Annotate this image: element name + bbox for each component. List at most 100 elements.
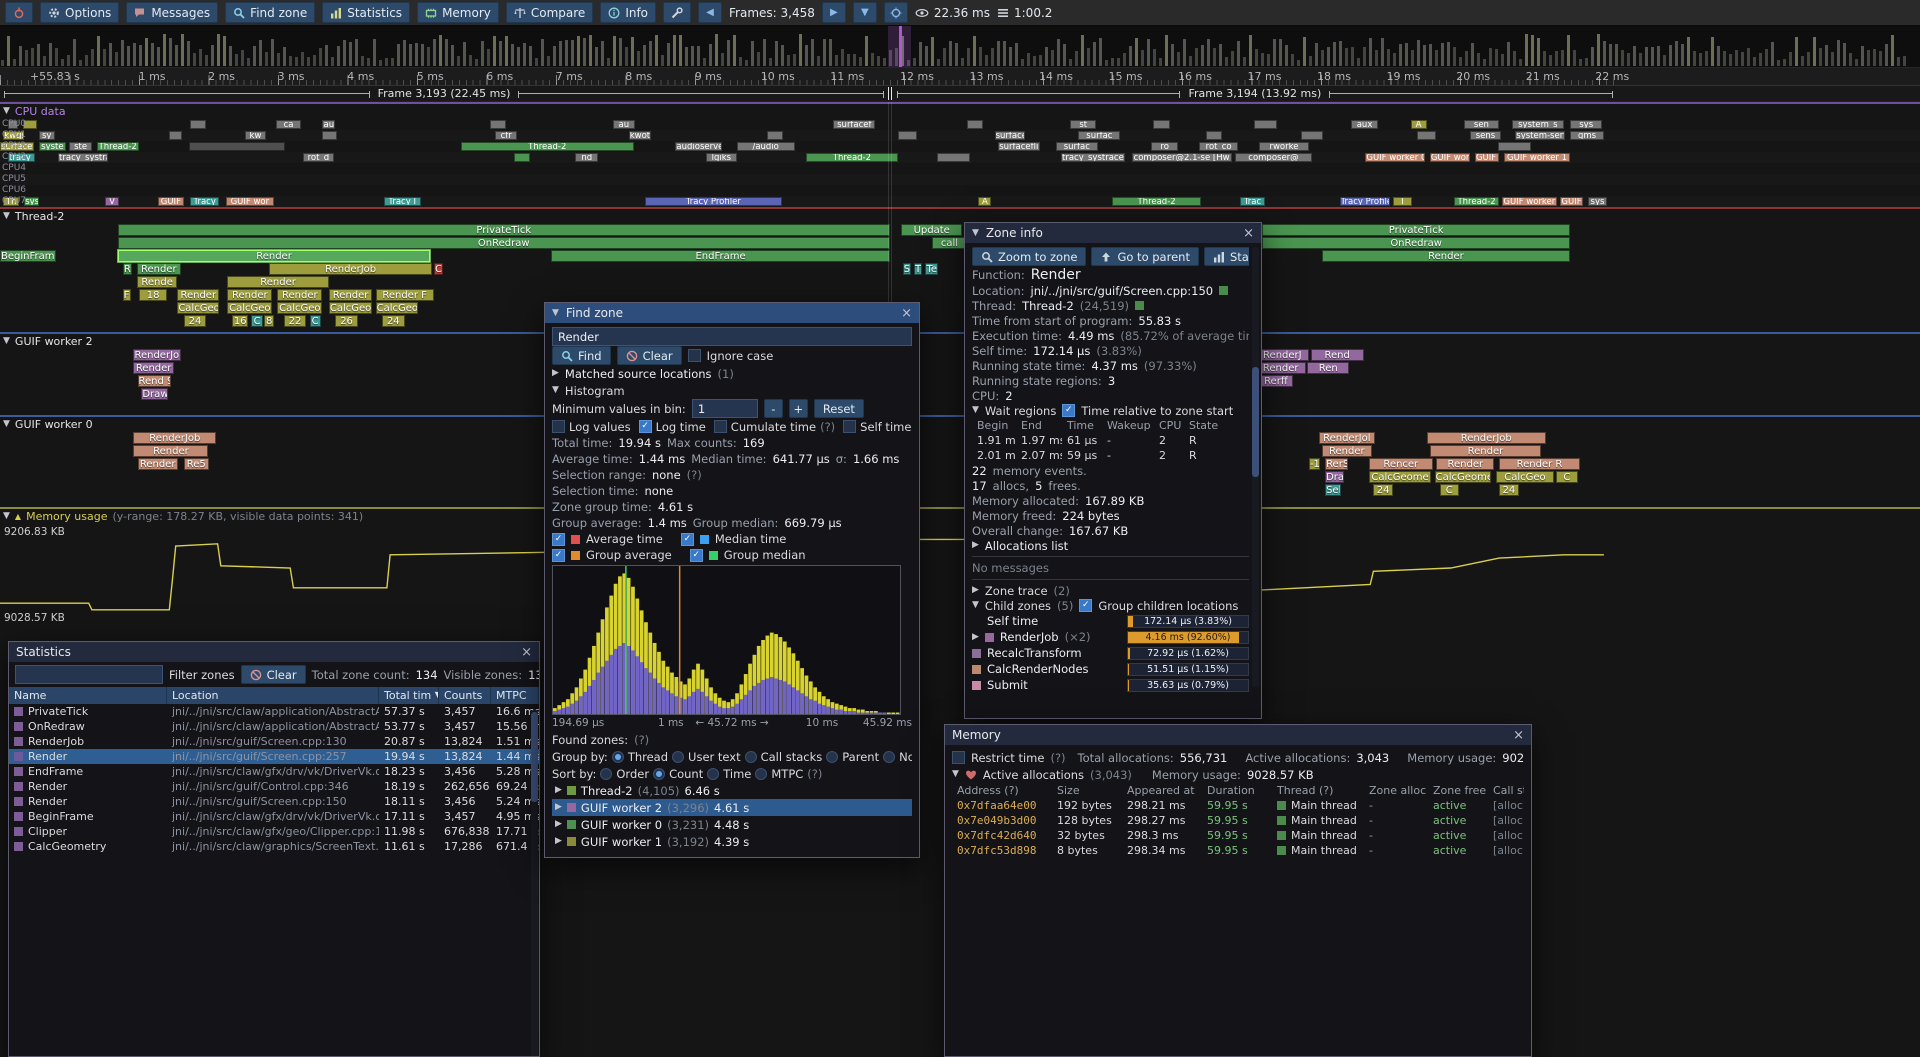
cpu-zone[interactable]: cfr	[494, 131, 518, 140]
cpu-zone[interactable]: tracy_syn	[8, 153, 36, 162]
find-button[interactable]: Find	[552, 346, 611, 365]
alloc-column-header[interactable]: Thread (?)	[1277, 784, 1334, 797]
timeline-zone[interactable]: Re5	[183, 458, 209, 470]
timeline-zone[interactable]: RerS	[1325, 458, 1348, 470]
help-icon[interactable]: (?)	[1050, 750, 1066, 765]
cpu-zone[interactable]	[1300, 131, 1324, 140]
found-zone-group[interactable]: ▶ GUIF worker 1 (3,192) 4.39 s	[552, 833, 912, 850]
timeline-zone[interactable]: C	[309, 315, 321, 327]
timeline-zone[interactable]: 24	[1499, 484, 1519, 496]
compare-button[interactable]: Compare	[505, 2, 594, 23]
cpu-zone[interactable]: I	[1392, 197, 1413, 206]
restrict-time-checkbox[interactable]	[952, 751, 965, 764]
help-icon[interactable]: (?)	[634, 732, 650, 747]
expand-icon[interactable]: ▶	[555, 785, 562, 795]
cpu-zone[interactable]: sy	[38, 131, 55, 140]
options-button[interactable]: Options	[40, 2, 120, 23]
time-relative-checkbox[interactable]: ✓	[1062, 404, 1076, 417]
timeline-zone[interactable]: Te	[925, 263, 939, 275]
timeline-zone[interactable]: CalcGeo	[227, 302, 273, 314]
cpu-zone[interactable]: Tracy I	[383, 197, 421, 206]
stats-row[interactable]: PrivateTick jni/../jni/src/claw/applicati…	[9, 704, 539, 719]
child-zone-row[interactable]: RecalcTransform 72.92 µs (1.62%)	[972, 645, 1249, 661]
collapse-icon[interactable]: ▼	[3, 511, 10, 521]
cpu-zone[interactable]: GUIF worker 1	[1503, 153, 1571, 162]
timeline-zone[interactable]: Draw	[141, 388, 169, 400]
child-zone-row[interactable]: ▶ RenderJob (×2) 4.16 ms (92.60%)	[972, 629, 1249, 645]
cpu-zone[interactable]: surfacef	[833, 120, 876, 129]
cpu-zone[interactable]	[1152, 120, 1171, 129]
alloc-row[interactable]: 0x7e049b3d00 128 bytes 298.27 ms 59.95 s Mai…	[952, 813, 1524, 828]
timeline-zone[interactable]: Render	[1255, 362, 1306, 374]
cpu-zone[interactable]	[936, 153, 971, 162]
cpu-zone[interactable]: tracy_systrace	[1060, 153, 1126, 162]
expand-icon[interactable]: ▶	[552, 368, 559, 378]
cpu-zone[interactable]: GUIF	[157, 197, 184, 206]
timeline-zone[interactable]: F	[122, 289, 131, 301]
timeline-zone[interactable]: C	[433, 263, 444, 275]
timeline-zone[interactable]: RenderJol	[1318, 432, 1376, 444]
cpu-zone[interactable]: audioserver	[675, 142, 723, 151]
timeline-zone[interactable]: PrivateTick	[117, 224, 890, 236]
cpu-zone[interactable]: Th	[3, 197, 20, 206]
timeline-zone[interactable]: CalcGeomet	[1434, 471, 1492, 483]
found-zone-group[interactable]: ▶ Thread-2 (4,105) 6.46 s	[552, 782, 912, 799]
memory-button[interactable]: Memory	[417, 2, 499, 23]
cpu-zone[interactable]: sys	[24, 197, 39, 206]
frame-overview[interactable]	[0, 26, 1920, 68]
cpu-zone[interactable]: surfacefling	[994, 131, 1026, 140]
timeline-zone[interactable]: Render	[1436, 458, 1495, 470]
timeline-zone[interactable]: CalcGeome	[1368, 471, 1432, 483]
timeline-zone[interactable]: -17	[1308, 458, 1321, 470]
column-header[interactable]: Location	[167, 687, 379, 704]
stats-row[interactable]: Render jni/../jni/src/guif/Screen.cpp:257…	[9, 749, 539, 764]
find-zone-titlebar[interactable]: ▼ Find zone ×	[545, 303, 919, 323]
column-header[interactable]: Total tim ▼	[379, 687, 439, 704]
cpu-zone[interactable]: sys	[1587, 197, 1608, 206]
timeline-zone[interactable]: RenderJob	[133, 432, 217, 444]
zone-info-scrollbar[interactable]	[1252, 247, 1259, 687]
cpu-zone[interactable]: tracy_systrace	[58, 153, 108, 162]
frame-region[interactable]: Frame 3,194 (13.92 ms)	[896, 86, 1613, 101]
frame-dropdown-button[interactable]: ▼	[852, 2, 877, 23]
histogram-option-checkbox[interactable]	[843, 420, 857, 433]
search-input[interactable]	[552, 327, 912, 346]
prev-frame-button[interactable]: ◀	[698, 2, 723, 23]
sort-by-radio[interactable]	[707, 767, 720, 780]
cpu-zone[interactable]: syste	[38, 142, 67, 151]
group-by-radio[interactable]	[611, 750, 624, 763]
cpu-zone[interactable]: Thread-2	[96, 142, 139, 151]
found-zone-group[interactable]: ▶ GUIF worker 0 (3,231) 4.48 s	[552, 816, 912, 833]
timeline-zone[interactable]: Render	[328, 289, 373, 301]
cpu-zone[interactable]: rot_co	[1199, 142, 1238, 151]
cpu-zone[interactable]: GUIF work	[1429, 153, 1471, 162]
sort-by-radio[interactable]	[653, 767, 666, 780]
stats-row[interactable]: EndFrame jni/../jni/src/claw/gfx/drv/vk/D…	[9, 764, 539, 779]
collapse-icon[interactable]: ▼	[952, 769, 959, 779]
alloc-column-header[interactable]: Duration	[1207, 784, 1255, 797]
cpu-zone[interactable]: V	[104, 197, 120, 206]
memory-usage-graph[interactable]: 9206.83 KB 9028.57 KB	[0, 524, 1920, 634]
help-icon[interactable]: (?)	[807, 766, 823, 781]
cpu-zone[interactable]: Thread-2	[806, 153, 898, 162]
alloc-column-header[interactable]: Zone alloc	[1369, 784, 1427, 797]
alloc-column-header[interactable]: Appeared at	[1127, 784, 1195, 797]
decrease-button[interactable]: -	[763, 399, 783, 418]
cpu-zone[interactable]	[188, 142, 286, 151]
thread-header[interactable]: ▼ Thread-2	[0, 209, 1920, 224]
timeline-zone[interactable]: RenderJob	[269, 263, 432, 275]
min-bin-input[interactable]	[691, 399, 758, 418]
timeline-zone[interactable]: CalcGeo	[277, 302, 323, 314]
cpu-zone[interactable]: surfac	[1055, 142, 1098, 151]
cpu-zone[interactable]	[967, 120, 984, 129]
statistics-scrollbar[interactable]	[531, 710, 538, 1056]
cpu-zone[interactable]	[897, 131, 918, 140]
find-zone-button[interactable]: Find zone	[225, 2, 316, 23]
timeline-zone[interactable]: Rende	[137, 276, 178, 288]
close-icon[interactable]: ×	[1513, 727, 1524, 743]
statistics-button[interactable]: Statistics	[322, 2, 411, 23]
cpu-zone[interactable]: surfac	[1078, 131, 1121, 140]
cpu-zone[interactable]: Tracy Profiler	[644, 197, 782, 206]
timeline-zone[interactable]: RenderJol	[133, 349, 181, 361]
timeline-zone[interactable]: CalcGeo	[328, 302, 373, 314]
